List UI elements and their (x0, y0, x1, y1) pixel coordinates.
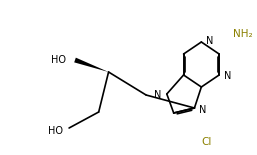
Text: HO: HO (51, 55, 66, 65)
Text: N: N (206, 36, 214, 46)
Text: Cl: Cl (201, 137, 212, 147)
Text: N: N (199, 105, 207, 115)
Text: N: N (154, 90, 162, 100)
Polygon shape (74, 58, 108, 72)
Text: HO: HO (48, 126, 63, 136)
Text: NH₂: NH₂ (233, 29, 253, 39)
Text: N: N (224, 71, 231, 81)
